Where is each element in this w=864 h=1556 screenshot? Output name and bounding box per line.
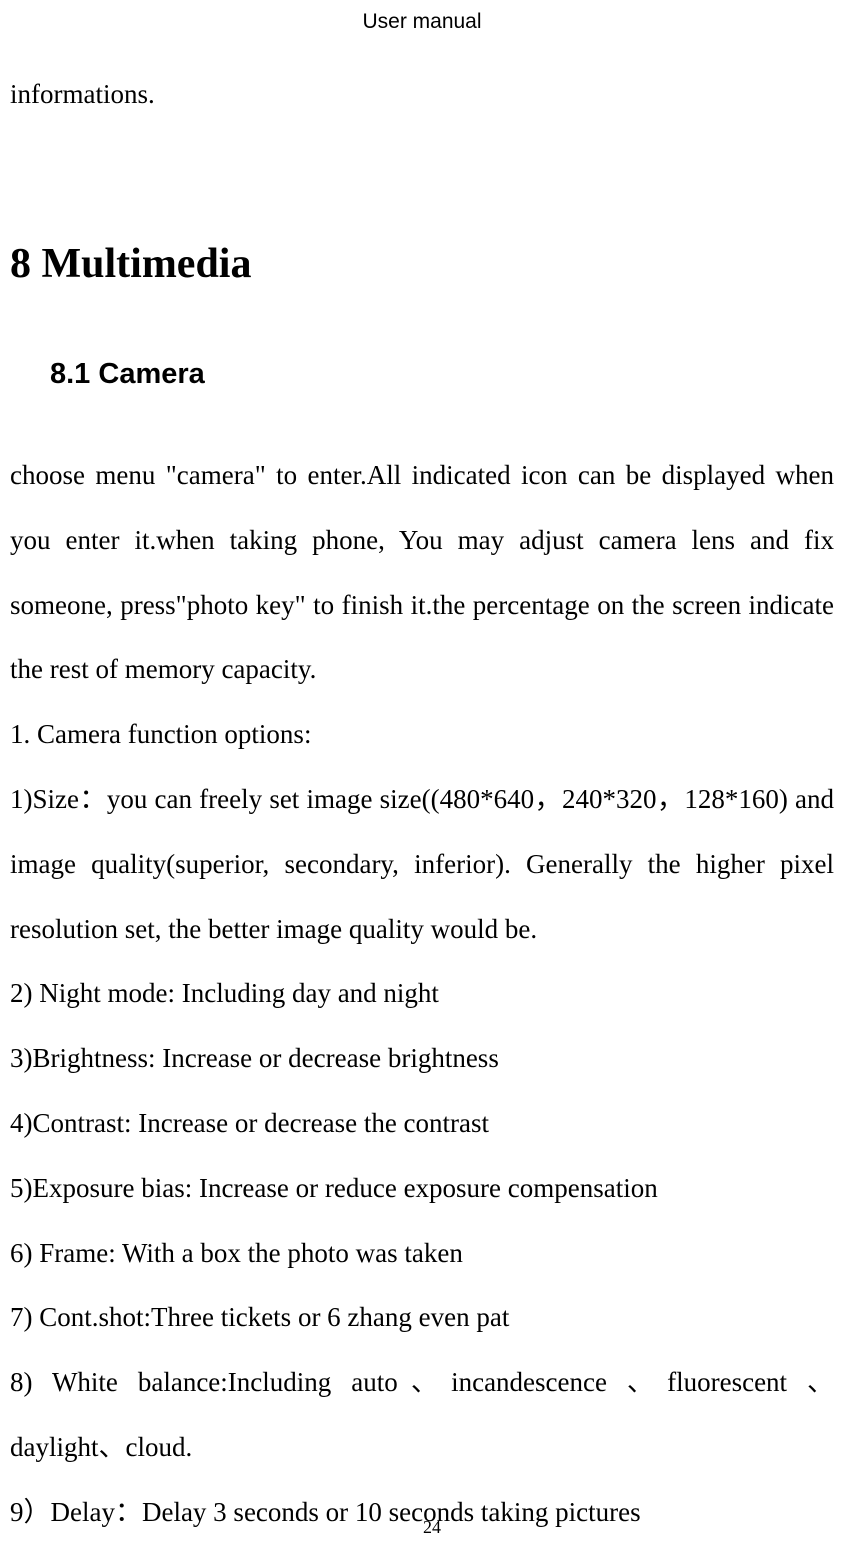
list-item-5: 5)Exposure bias: Increase or reduce expo… <box>10 1156 834 1221</box>
page-container: User manual informations. 8 Multimedia 8… <box>0 0 864 1545</box>
page-number: 24 <box>423 1517 441 1538</box>
continuation-text: informations. <box>10 79 834 110</box>
list-item-3: 3)Brightness: Increase or decrease brigh… <box>10 1026 834 1091</box>
list-item-8: 8) White balance:Including auto、incandes… <box>10 1350 834 1480</box>
section-heading: 8.1 Camera <box>50 358 834 391</box>
list-item-6: 6) Frame: With a box the photo was taken <box>10 1221 834 1286</box>
list-item-4: 4)Contrast: Increase or decrease the con… <box>10 1091 834 1156</box>
list-item-9: 9）Delay：Delay 3 seconds or 10 seconds ta… <box>10 1480 834 1545</box>
header-title: User manual <box>10 10 834 34</box>
list-item-1: 1)Size：you can freely set image size((48… <box>10 767 834 961</box>
list-heading: 1. Camera function options: <box>10 702 834 767</box>
list-item-2: 2) Night mode: Including day and night <box>10 961 834 1026</box>
intro-paragraph: choose menu "camera" to enter.All indica… <box>10 443 834 702</box>
chapter-heading: 8 Multimedia <box>10 240 834 288</box>
list-item-7: 7) Cont.shot:Three tickets or 6 zhang ev… <box>10 1285 834 1350</box>
